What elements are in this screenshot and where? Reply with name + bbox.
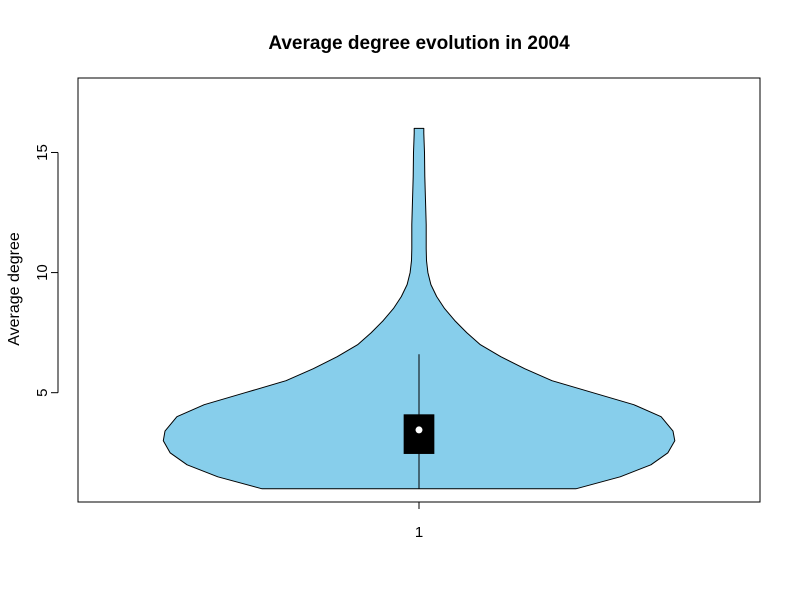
y-axis-label: Average degree xyxy=(6,232,23,346)
x-tick-label: 1 xyxy=(415,524,423,541)
axis-layer: 5 10 15 1 xyxy=(34,144,423,541)
y-tick-label: 10 xyxy=(34,264,51,281)
chart-title: Average degree evolution in 2004 xyxy=(268,33,570,54)
violin-layer xyxy=(162,127,676,490)
box-layer xyxy=(403,354,435,489)
median-point xyxy=(415,426,423,434)
violin-body xyxy=(162,127,676,490)
y-tick-label: 5 xyxy=(34,389,51,397)
y-tick-label: 15 xyxy=(34,144,51,161)
iqr-box xyxy=(403,414,435,454)
